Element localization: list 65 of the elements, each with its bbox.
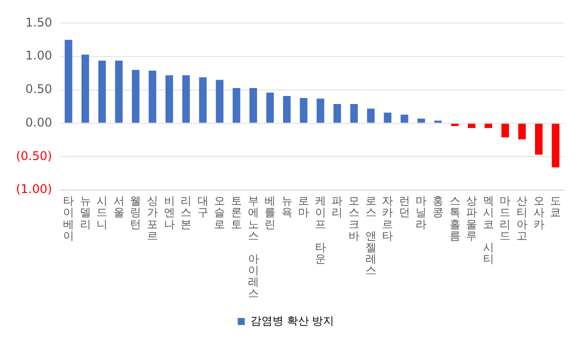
- x-tick-label: 마닐라: [416, 194, 427, 231]
- x-tick-label: 비엔나: [164, 194, 175, 231]
- bar: [216, 80, 224, 123]
- bar: [182, 75, 190, 123]
- bar: [132, 70, 140, 123]
- bar: [82, 54, 90, 123]
- y-tick-label: 0.00: [25, 115, 52, 130]
- x-tick-label: 멕시코 시티: [482, 194, 494, 266]
- x-tick-label: 런던: [398, 194, 410, 220]
- x-tick-label: 파리: [332, 194, 343, 220]
- x-tick-label: 서울: [113, 194, 124, 220]
- x-tick-label: 뉴델리: [80, 194, 91, 231]
- bar: [400, 114, 408, 123]
- x-tick-label: 스톡홀름: [449, 194, 460, 242]
- bar: [367, 108, 375, 123]
- bar: [115, 60, 123, 123]
- x-tick-label: 뉴욕: [281, 194, 292, 220]
- y-tick-label: (1.00): [16, 182, 52, 196]
- x-tick-label: 타이베이: [62, 194, 74, 242]
- bar: [266, 92, 274, 123]
- x-tick-label: 로스 앤젤레스: [365, 194, 376, 277]
- bar: [501, 124, 509, 138]
- bar: [316, 98, 324, 123]
- x-tick-label: 로마: [298, 194, 310, 220]
- x-tick-label: 도쿄: [550, 194, 562, 220]
- y-tick-label: 1.50: [25, 15, 52, 30]
- x-tick-label: 마드리드: [500, 194, 511, 242]
- bar: [283, 96, 291, 123]
- bar: [300, 98, 308, 123]
- x-tick-label: 리스본: [180, 194, 192, 231]
- bar: [535, 124, 543, 155]
- x-tick-label: 웰링턴: [130, 194, 142, 231]
- x-tick-label: 대구: [197, 194, 208, 220]
- bar: [417, 118, 426, 123]
- bar: [468, 124, 476, 128]
- x-tick-label: 상파울루: [466, 194, 478, 242]
- legend-label: 감염병 확산 방지: [250, 314, 334, 328]
- bar: [64, 40, 72, 123]
- x-tick-label: 홍콩: [432, 194, 444, 220]
- y-tick-label: 1.00: [25, 48, 52, 63]
- x-tick-label: 자카르타: [382, 194, 394, 242]
- bar: [98, 60, 106, 123]
- bar: [484, 124, 492, 128]
- x-tick-label: 산티아고: [516, 194, 528, 242]
- bar: [518, 124, 526, 140]
- bar: [350, 104, 358, 123]
- bar: [552, 124, 560, 168]
- x-tick-label: 오사카: [533, 194, 544, 231]
- bar: [148, 70, 156, 123]
- bar: [199, 77, 207, 123]
- y-tick-label: 0.50: [25, 82, 52, 96]
- x-tick-label: 시드니: [96, 194, 108, 231]
- x-tick-label: 싱가포르: [146, 194, 158, 242]
- x-tick-label: 베를린: [264, 194, 276, 231]
- bar: [232, 88, 240, 123]
- x-tick-label: 부에노스 아이레스: [248, 194, 259, 300]
- bar: [249, 88, 258, 123]
- x-tick-label: 케이프 타운: [314, 194, 326, 266]
- x-tick-label: 오슬로: [214, 194, 226, 231]
- bar: [333, 104, 342, 123]
- x-tick-label: 토론토: [230, 194, 242, 231]
- bar: [165, 75, 174, 123]
- bar: [384, 112, 392, 123]
- x-tick-label: 모스크바: [348, 194, 360, 242]
- y-tick-label: (0.50): [16, 148, 52, 163]
